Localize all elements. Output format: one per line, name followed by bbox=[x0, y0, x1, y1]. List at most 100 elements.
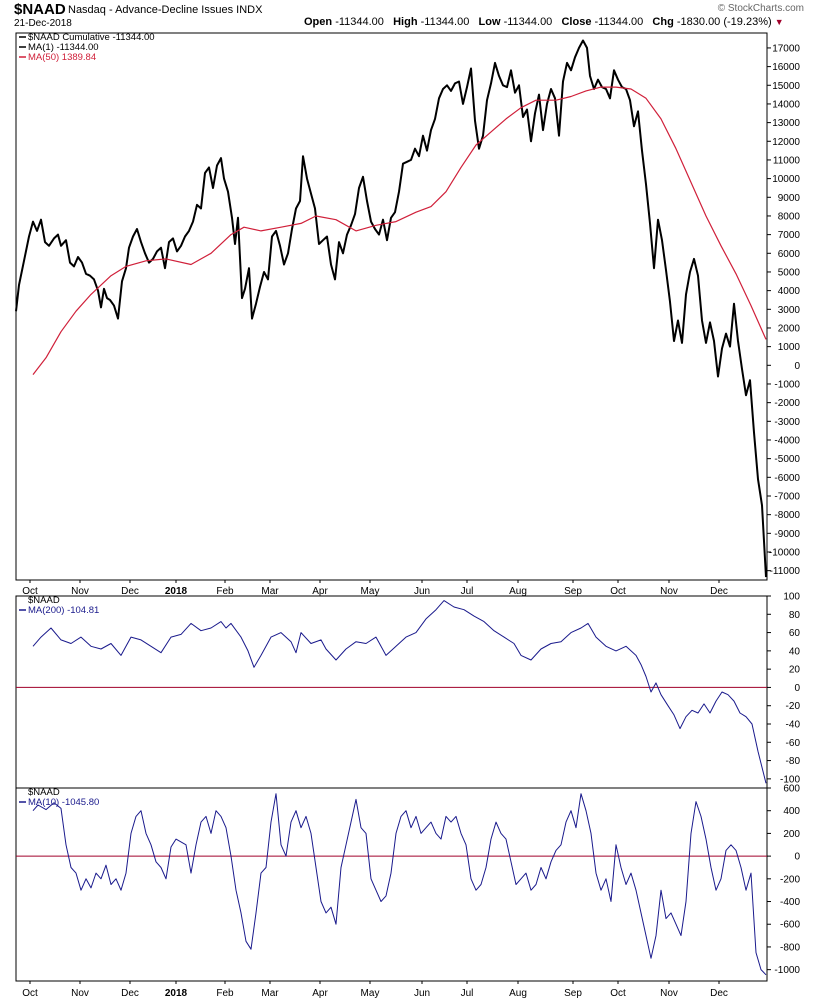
x-tick-label: Jun bbox=[414, 988, 430, 999]
y-tick-label: -5000 bbox=[774, 454, 800, 465]
legend-entry: MA(1) -11344.00 bbox=[28, 42, 99, 53]
y-tick-label: 400 bbox=[783, 806, 800, 817]
x-tick-label: Mar bbox=[261, 988, 279, 999]
ticker-description: Nasdaq - Advance-Decline Issues INDX bbox=[68, 4, 263, 16]
y-tick-label: 6000 bbox=[778, 249, 801, 260]
y-tick-label: -9000 bbox=[774, 529, 800, 540]
y-tick-label: -600 bbox=[780, 920, 800, 931]
series-line-ma-50 bbox=[32, 86, 767, 375]
x-tick-label: Feb bbox=[216, 988, 234, 999]
x-tick-label: Jun bbox=[414, 586, 430, 597]
y-tick-label: 0 bbox=[794, 361, 800, 372]
x-tick-label: Nov bbox=[71, 586, 89, 597]
y-tick-label: 200 bbox=[783, 829, 800, 840]
y-tick-label: 16000 bbox=[772, 62, 800, 73]
y-tick-label: 17000 bbox=[772, 43, 800, 54]
y-tick-label: 4000 bbox=[778, 286, 801, 297]
y-tick-label: -80 bbox=[786, 756, 801, 767]
y-tick-label: 2000 bbox=[778, 323, 801, 334]
x-tick-label: Oct bbox=[22, 586, 38, 597]
y-tick-label: -7000 bbox=[774, 491, 800, 502]
x-tick-label: Sep bbox=[564, 586, 582, 597]
open-value: -11344.00 bbox=[335, 16, 384, 28]
panel-frame bbox=[15, 787, 768, 982]
y-tick-label: 5000 bbox=[778, 267, 801, 278]
y-tick-label: 60 bbox=[789, 628, 801, 639]
low-value: -11344.00 bbox=[503, 16, 553, 28]
x-tick-label: 2018 bbox=[165, 586, 188, 597]
high-value: -11344.00 bbox=[420, 16, 470, 28]
panel-indicator_2: 600 400 200 0 -200 -400 -600 -800 -1000 $NAADMA(1… bbox=[15, 784, 800, 982]
panel-price: 1700016000150001400013000120001100010000… bbox=[15, 32, 801, 581]
y-tick-label: 80 bbox=[789, 610, 801, 621]
x-tick-label: Aug bbox=[509, 586, 527, 597]
x-tick-label: Apr bbox=[312, 988, 328, 999]
y-tick-label: 0 bbox=[794, 683, 800, 694]
y-tick-label: -11000 bbox=[770, 566, 801, 577]
stockcharts-credit: © StockCharts.com bbox=[717, 3, 804, 14]
ohlc-readout: Open -11344.00 High -11344.00 Low -11344… bbox=[304, 16, 784, 28]
y-tick-label: 40 bbox=[789, 646, 801, 657]
y-tick-label: 14000 bbox=[772, 99, 800, 110]
x-tick-label: Nov bbox=[660, 586, 678, 597]
panel-frame bbox=[15, 32, 768, 581]
legend-entry: $NAAD bbox=[28, 787, 60, 798]
y-tick-label: 15000 bbox=[772, 81, 800, 92]
y-tick-label: -60 bbox=[786, 738, 801, 749]
x-tick-label: Apr bbox=[312, 586, 328, 597]
x-tick-label: Sep bbox=[564, 988, 582, 999]
low-label: Low bbox=[478, 16, 501, 28]
legend-entry: MA(10) -1045.80 bbox=[28, 797, 99, 808]
chart-header: $NAAD Nasdaq - Advance-Decline Issues IN… bbox=[0, 0, 820, 32]
legend-entry: $NAAD bbox=[28, 595, 60, 606]
x-tick-label: Nov bbox=[660, 988, 678, 999]
legend-entry: $NAAD Cumulative -11344.00 bbox=[28, 32, 155, 43]
x-tick-label: 2018 bbox=[165, 988, 188, 999]
x-tick-label: Mar bbox=[261, 586, 279, 597]
down-arrow-icon: ▼ bbox=[774, 17, 784, 27]
y-tick-label: -8000 bbox=[774, 510, 800, 521]
x-tick-label: Jul bbox=[461, 988, 474, 999]
high-label: High bbox=[393, 16, 418, 28]
y-tick-label: 0 bbox=[794, 852, 800, 863]
y-tick-label: -1000 bbox=[774, 379, 800, 390]
y-tick-label: -3000 bbox=[774, 417, 800, 428]
x-tick-label: Nov bbox=[71, 988, 89, 999]
y-tick-label: 20 bbox=[789, 665, 801, 676]
y-tick-label: -800 bbox=[780, 942, 800, 953]
x-tick-label: Oct bbox=[610, 988, 626, 999]
close-label: Close bbox=[561, 16, 592, 28]
x-tick-label: Jul bbox=[461, 586, 474, 597]
x-tick-label: Aug bbox=[509, 988, 527, 999]
y-tick-label: 13000 bbox=[772, 118, 800, 129]
panel-frame bbox=[15, 595, 768, 789]
x-tick-label: May bbox=[361, 988, 380, 999]
y-tick-label: 7000 bbox=[778, 230, 801, 241]
y-tick-label: -20 bbox=[786, 701, 801, 712]
x-tick-label: Dec bbox=[710, 586, 728, 597]
x-tick-label: May bbox=[361, 586, 380, 597]
y-tick-label: 600 bbox=[783, 784, 800, 795]
y-tick-label: -400 bbox=[780, 897, 800, 908]
x-tick-label: Dec bbox=[121, 586, 139, 597]
x-tick-label: Oct bbox=[610, 586, 626, 597]
y-tick-label: 12000 bbox=[772, 137, 800, 148]
chg-label: Chg bbox=[652, 16, 674, 28]
series-line-naad-cumulative bbox=[15, 39, 767, 578]
y-tick-label: 10000 bbox=[772, 174, 800, 185]
series-line-ma-10 bbox=[32, 793, 767, 976]
y-tick-label: -40 bbox=[786, 720, 801, 731]
y-tick-label: -6000 bbox=[774, 473, 800, 484]
y-tick-label: 1000 bbox=[778, 342, 801, 353]
close-value: -11344.00 bbox=[594, 16, 644, 28]
panel-indicator_1: 100 80 60 40 20 0 -20 -40 -60 -80 -100 $NAADMA(200)… bbox=[15, 592, 801, 789]
open-label: Open bbox=[304, 16, 333, 28]
chg-value: -1830.00 (-19.23%) bbox=[676, 16, 772, 28]
y-tick-label: -200 bbox=[780, 874, 800, 885]
chart-date: 21-Dec-2018 bbox=[14, 18, 72, 29]
legend-entry: MA(50) 1389.84 bbox=[28, 52, 96, 63]
y-tick-label: 3000 bbox=[778, 305, 801, 316]
y-tick-label: 11000 bbox=[773, 155, 801, 166]
y-tick-label: 9000 bbox=[778, 193, 801, 204]
